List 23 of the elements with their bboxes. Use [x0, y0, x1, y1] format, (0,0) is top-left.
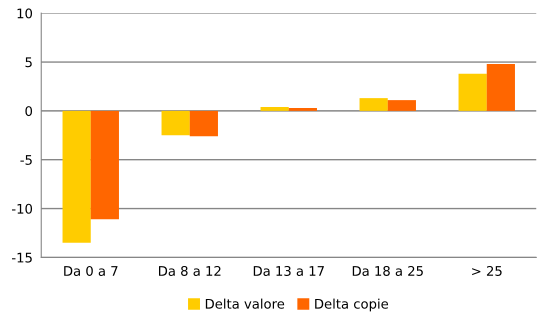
x-tick-label: > 25 — [472, 266, 502, 276]
bar — [90, 110, 119, 220]
bar — [388, 100, 416, 111]
bar — [260, 106, 289, 111]
x-tick-label: Da 13 a 17 — [254, 266, 324, 276]
x-tick-label: Da 18 a 25 — [352, 266, 423, 276]
bar — [190, 110, 218, 136]
legend-label: Delta copie — [315, 298, 388, 312]
bar — [288, 108, 317, 111]
bar — [360, 98, 388, 111]
y-tick-label: 5 — [26, 57, 32, 68]
y-tick-label: -10 — [12, 204, 32, 214]
bar — [162, 110, 190, 136]
y-tick-label: -15 — [12, 252, 32, 263]
x-tick-label: Da 0 a 7 — [64, 266, 118, 276]
y-tick-label: -5 — [20, 155, 32, 165]
bar — [62, 110, 91, 243]
legend-label: Delta valore — [206, 298, 284, 309]
y-tick-label: 0 — [25, 106, 32, 116]
y-tick-label: 10 — [18, 8, 32, 18]
bar — [486, 64, 515, 111]
x-tick-label: Da 8 a 12 — [158, 266, 220, 276]
bar — [458, 74, 487, 111]
